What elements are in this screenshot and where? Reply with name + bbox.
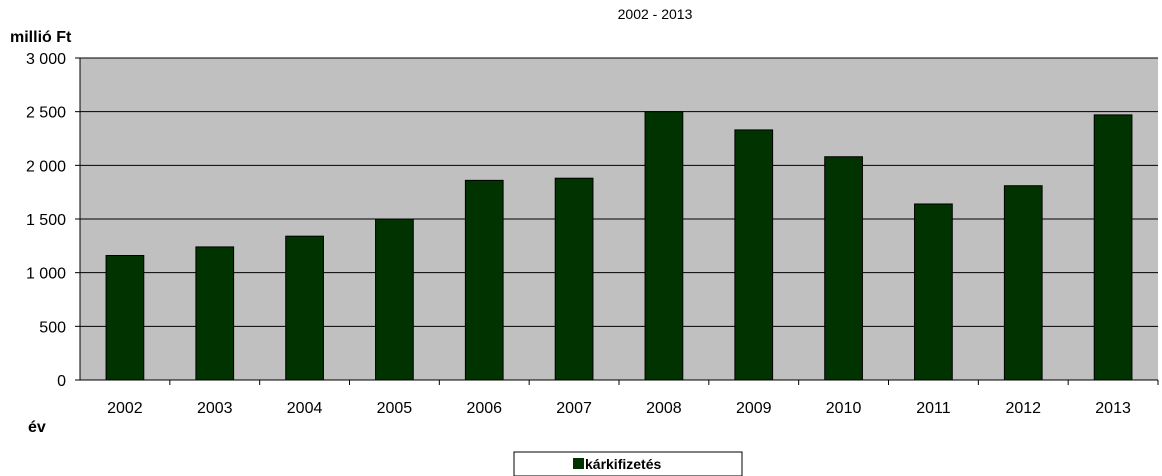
bar [824,156,863,381]
legend: kárkifizetés [513,451,743,476]
x-tick-labels: 2002 2003 2004 2005 2006 2007 2008 2009 2010 2011… [107,400,1131,417]
bar [105,254,145,381]
bar [195,246,235,381]
x-tick-label: 2006 [466,400,502,417]
y-tick-label: 3 000 [26,51,66,68]
bar [1093,114,1133,381]
bar [1003,185,1043,381]
x-tick-label: 2007 [556,400,592,417]
y-tick-label: 1 000 [26,266,66,283]
x-tick-label: 2003 [197,400,233,417]
bar [644,111,684,381]
x-tick-label: 2008 [646,400,682,417]
bar [285,235,324,381]
bar [464,179,504,381]
x-axis-title: év [28,419,46,436]
y-axis-title: millió Ft [10,29,72,46]
bars [105,111,1133,381]
bar [375,218,414,381]
x-tick-label: 2005 [377,400,413,417]
x-tick-label: 2011 [916,400,951,417]
x-tick-label: 2010 [826,400,862,417]
x-tick-label: 2009 [736,400,772,417]
y-tick-label: 500 [39,319,66,336]
legend-swatch [573,458,584,469]
axes [75,57,1159,385]
y-tick-label: 0 [57,373,66,390]
x-tick-label: 2013 [1095,400,1131,417]
x-tick-label: 2002 [107,400,143,417]
y-tick-label: 2 500 [26,105,66,122]
chart-title: 2002 - 2013 [618,6,693,22]
x-tick-label: 2004 [287,400,323,417]
y-tick-label: 1 500 [26,212,66,229]
gridlines [80,57,1158,327]
y-tick-labels: 0 500 1 000 1 500 2 000 2 500 3 000 [26,51,66,390]
y-tick-label: 2 000 [26,158,66,175]
bar [554,177,594,381]
legend-label: kárkifizetés [585,456,661,472]
x-tick-label: 2012 [1005,400,1041,417]
bar [734,129,774,381]
bar [914,203,953,381]
legend-box [513,451,743,476]
